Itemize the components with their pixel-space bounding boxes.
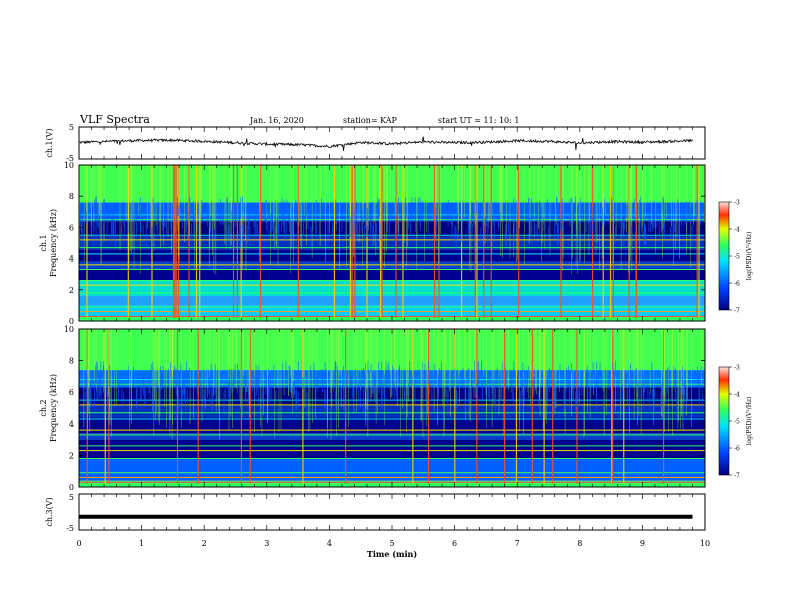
date-label: Jan. 16, 2020 — [249, 116, 304, 125]
yt2-tick-label: 4 — [69, 255, 74, 264]
ch2-spectrogram-panel: 0 2 4 6 8 10 ch.2 Frequency (kHz) — [39, 325, 706, 492]
ch1-spec-ylabel: ch.1 — [39, 234, 48, 251]
station-label: station= KAP — [343, 116, 398, 125]
x-axis-tick-labels: 0 1 2 3 4 5 6 7 8 9 10 — [76, 539, 710, 548]
yt3-tick-label: 2 — [69, 451, 74, 460]
ch1-ylabel: ch.1(V) — [45, 128, 54, 157]
yt3-tick-label: 0 — [69, 483, 74, 492]
ch1-colorbar-label: log(PSD)(V²/Hz) — [746, 232, 753, 281]
cb2ticks-label: -7 — [734, 473, 740, 480]
ch3-ylabel: ch.3(V) — [45, 497, 54, 526]
x-tick-label: 1 — [139, 539, 144, 548]
x-tick-label: 2 — [202, 539, 207, 548]
x-tick-label: 9 — [640, 539, 645, 548]
cb1ticks-label: -3 — [734, 200, 740, 207]
x-tick-label: 4 — [327, 539, 332, 548]
cb1ticks-label: -4 — [734, 227, 740, 234]
ch2-colorbar: -3 -4 -5 -6 -7 log(PSD)(V²/Hz) — [718, 365, 753, 480]
ch1-spectrogram-image — [79, 165, 705, 321]
ch1-ytick-bottom: -5 — [66, 154, 74, 163]
ch1-colorbar: -3 -4 -5 -6 -7 log(PSD)(V²/Hz) — [718, 200, 753, 315]
start-time-label: start UT = 11: 10: 1 — [438, 116, 519, 125]
cb2ticks-label: -6 — [734, 446, 740, 453]
x-axis-ticks — [78, 127, 706, 530]
x-tick-label: 3 — [264, 539, 269, 548]
ch1-waveform-panel: 5 -5 ch.1(V) — [45, 123, 706, 163]
ch2-colorbar-label: log(PSD)(V²/Hz) — [746, 397, 753, 446]
ch3-ytick-bottom: -5 — [66, 524, 74, 533]
ch2-spectrogram-image — [79, 329, 705, 487]
ch1-spectrogram-panel: 0 2 4 6 8 10 ch.1 Frequency (kHz) — [39, 161, 706, 326]
yt2-tick-label: 0 — [69, 317, 74, 326]
cb2ticks-label: -4 — [734, 392, 740, 399]
x-tick-label: 6 — [452, 539, 457, 548]
figure-title: VLF Spectra — [79, 113, 150, 126]
x-tick-label: 5 — [389, 539, 394, 548]
x-tick-label: 0 — [76, 539, 81, 548]
cb1ticks-label: -5 — [734, 254, 740, 261]
x-tick-label: 10 — [700, 539, 710, 548]
ch2-spec-ylabel: ch.2 — [39, 399, 48, 416]
x-axis-label: Time (min) — [367, 549, 417, 559]
ch2-spec-ylabel2: Frequency (kHz) — [49, 374, 58, 442]
ch3-waveform-panel: 5 -5 ch.3(V) — [45, 493, 706, 533]
cb2ticks-label: -3 — [734, 365, 740, 372]
yt3-tick-label: 8 — [69, 357, 74, 366]
x-tick-label: 8 — [577, 539, 582, 548]
yt2-tick-label: 10 — [64, 161, 74, 170]
cb1ticks-label: -7 — [734, 308, 740, 315]
ch1-ytick-top: 5 — [69, 123, 74, 132]
yt3-tick-label: 10 — [64, 325, 74, 334]
ch3-ytick-top: 5 — [69, 493, 74, 502]
ch1-waveform-line — [78, 136, 693, 151]
x-tick-label: 7 — [515, 539, 520, 548]
ch1-spec-ylabel2: Frequency (kHz) — [49, 209, 58, 277]
cb1ticks-label: -6 — [734, 281, 740, 288]
cb2ticks-label: -5 — [734, 419, 740, 426]
yt3-tick-label: 4 — [69, 420, 74, 429]
yt2-tick-label: 6 — [69, 223, 74, 232]
yt2-tick-label: 8 — [69, 192, 74, 201]
yt3-tick-label: 6 — [69, 388, 74, 397]
yt2-tick-label: 2 — [69, 286, 74, 295]
